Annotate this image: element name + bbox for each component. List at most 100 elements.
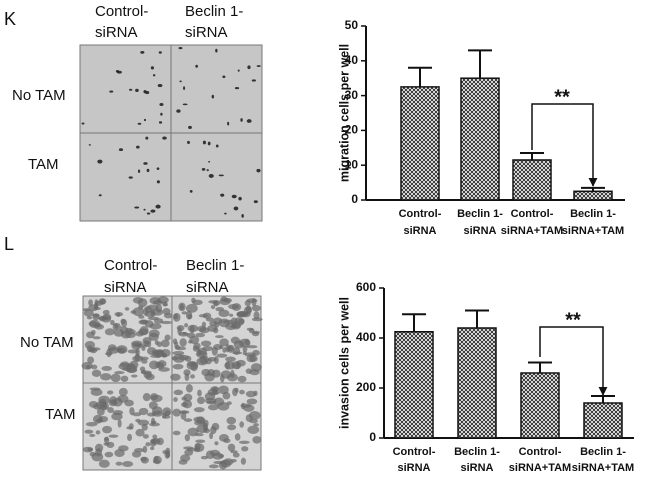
x-tick-label: siRNA+TAM	[501, 225, 563, 237]
cell	[188, 125, 192, 130]
cell	[152, 74, 156, 77]
bar	[457, 327, 497, 439]
cell	[210, 305, 216, 310]
cell	[186, 332, 196, 339]
cell	[234, 87, 240, 90]
cell	[196, 357, 208, 366]
bar	[512, 159, 552, 201]
cell	[173, 397, 178, 402]
cell	[195, 332, 205, 338]
column-label: Beclin 1-	[186, 257, 244, 274]
row-label: TAM	[28, 156, 59, 173]
cell	[227, 443, 236, 452]
cell	[240, 118, 243, 122]
cell	[124, 399, 134, 407]
cell	[242, 346, 248, 353]
cell	[251, 304, 261, 312]
cell	[157, 296, 169, 304]
cell	[185, 384, 193, 393]
cell	[172, 430, 181, 436]
row-label: No TAM	[20, 334, 74, 351]
cell	[143, 208, 146, 211]
cell	[98, 395, 110, 405]
cell	[232, 452, 240, 458]
cell	[84, 340, 96, 349]
y-axis-label: invasion cells per well	[337, 297, 351, 429]
cell	[194, 442, 201, 450]
x-tick-label: Beclin 1-	[570, 208, 616, 220]
cell	[137, 419, 150, 426]
cell	[143, 162, 148, 165]
cell	[218, 385, 229, 395]
significance-label: **	[554, 86, 570, 108]
cell	[181, 311, 188, 315]
significance-bracket	[539, 326, 608, 396]
cell	[146, 168, 150, 173]
cell	[172, 338, 178, 345]
x-tick-label: Control-	[393, 446, 436, 458]
cell	[135, 428, 145, 437]
cell	[170, 373, 181, 381]
cell	[209, 321, 217, 326]
bar	[400, 86, 440, 201]
cell	[222, 75, 226, 79]
cell	[248, 328, 255, 334]
cell	[134, 448, 145, 453]
cell	[109, 90, 114, 93]
cell	[172, 350, 185, 356]
cell	[124, 307, 130, 311]
cell	[150, 394, 163, 403]
cell	[178, 354, 189, 361]
cell	[219, 374, 225, 383]
cell	[242, 351, 247, 355]
cell	[111, 412, 123, 421]
cell	[239, 389, 245, 395]
cell	[215, 335, 224, 339]
cell	[104, 451, 114, 458]
cell	[249, 411, 261, 420]
cell	[96, 407, 105, 416]
cell	[156, 180, 160, 184]
cell	[145, 442, 151, 447]
cell	[158, 121, 163, 124]
cell	[247, 65, 251, 70]
cell	[202, 312, 212, 319]
column-label: siRNA	[185, 24, 228, 41]
cell	[207, 404, 219, 411]
cell	[224, 212, 227, 215]
micrograph	[79, 44, 172, 134]
x-tick-label: Beclin 1-	[454, 446, 500, 458]
cell	[178, 47, 183, 50]
cell	[189, 189, 193, 193]
cell	[234, 433, 241, 441]
significance-label: **	[565, 309, 581, 331]
cell	[94, 324, 105, 330]
cell	[234, 317, 245, 326]
cell	[233, 206, 239, 211]
cell	[106, 348, 112, 358]
cell	[161, 415, 171, 419]
cell	[150, 209, 156, 213]
cell	[95, 448, 103, 457]
cell	[218, 174, 224, 177]
cell	[137, 298, 148, 308]
cell	[136, 145, 140, 149]
cell	[135, 347, 140, 357]
x-tick-label: siRNA	[403, 225, 436, 237]
cell	[236, 359, 246, 367]
cell	[131, 374, 138, 378]
cell	[212, 452, 224, 460]
cell	[87, 356, 95, 364]
cell	[107, 390, 114, 395]
cell	[162, 450, 167, 454]
row-label: TAM	[45, 406, 76, 423]
column-label: siRNA	[95, 24, 138, 41]
cell	[184, 323, 189, 328]
cell	[182, 331, 187, 336]
cell	[157, 83, 163, 88]
cell	[118, 387, 128, 397]
cell	[82, 446, 93, 453]
cell	[150, 446, 155, 451]
cell	[84, 429, 94, 434]
significance-bracket	[531, 103, 598, 187]
